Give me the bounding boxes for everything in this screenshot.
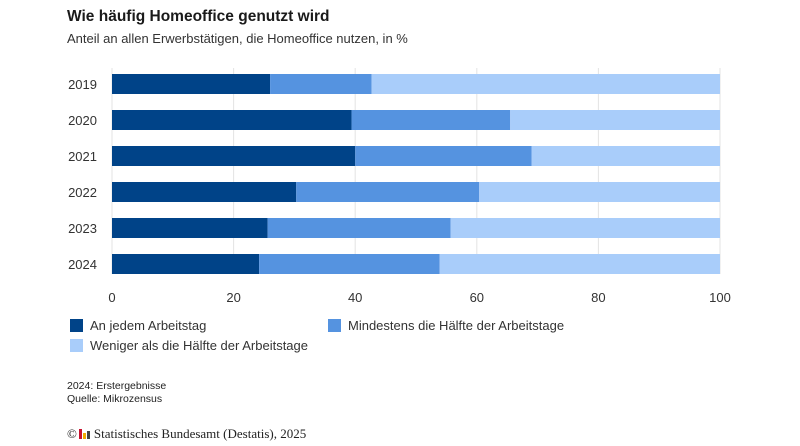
bar-segment-2019-3: [371, 74, 720, 94]
footnote-preliminary: 2024: Erstergebnisse: [67, 380, 167, 392]
legend-item-every-day: An jedem Arbeitstag: [70, 318, 206, 333]
x-tick-label: 60: [470, 290, 484, 305]
x-tick-label: 0: [108, 290, 115, 305]
bar-segment-2023-2: [267, 218, 451, 238]
legend-swatch: [328, 319, 341, 332]
legend-label: Weniger als die Hälfte der Arbeitstage: [90, 338, 308, 353]
x-tick-label: 20: [226, 290, 240, 305]
bar-segment-2024-2: [259, 254, 440, 274]
bar-segment-2024-3: [439, 254, 720, 274]
legend-swatch: [70, 319, 83, 332]
bar-segment-2021-2: [355, 146, 532, 166]
bar-segment-2019-1: [112, 74, 271, 94]
legend-label: Mindestens die Hälfte der Arbeitstage: [348, 318, 565, 333]
destatis-logo-icon: [78, 429, 90, 439]
y-category-label: 2024: [68, 257, 97, 272]
bar-segment-2023-3: [450, 218, 720, 238]
copyright: © Statistisches Bundesamt (Destatis), 20…: [67, 426, 306, 442]
bar-segment-2020-3: [510, 110, 720, 130]
legend-item-half-days: Mindestens die Hälfte der Arbeitstage: [328, 318, 564, 333]
bar-segment-2022-2: [296, 182, 480, 202]
bars: [112, 74, 720, 274]
chart-subtitle: Anteil an allen Erwerbstätigen, die Home…: [67, 31, 408, 46]
footnote-source: Quelle: Mikrozensus: [67, 393, 163, 405]
copyright-symbol: ©: [67, 426, 77, 441]
bar-segment-2022-3: [479, 182, 720, 202]
bar-segment-2019-2: [270, 74, 372, 94]
chart-title: Wie häufig Homeoffice genutzt wird: [67, 8, 330, 25]
bar-segment-2024-1: [112, 254, 260, 274]
bar-segment-2020-1: [112, 110, 352, 130]
legend-label: An jedem Arbeitstag: [90, 318, 207, 333]
bar-segment-2022-1: [112, 182, 297, 202]
y-axis-labels: 2019 2020 2021 2022 2023 2024: [68, 77, 97, 272]
y-category-label: 2019: [68, 77, 97, 92]
legend-item-less-than-half: Weniger als die Hälfte der Arbeitstage: [70, 338, 308, 353]
legend-swatch: [70, 339, 83, 352]
bar-segment-2021-3: [531, 146, 720, 166]
y-category-label: 2023: [68, 221, 97, 236]
x-axis-ticks: 0 20 40 60 80 100: [108, 290, 730, 305]
y-category-label: 2021: [68, 149, 97, 164]
bar-segment-2023-1: [112, 218, 268, 238]
footnotes: 2024: Erstergebnisse Quelle: Mikrozensus: [67, 380, 166, 406]
bar-segment-2020-2: [351, 110, 511, 130]
bar-segment-2021-1: [112, 146, 356, 166]
stacked-bar-chart: 2019 2020 2021 2022 2023 2024 0 20 40 60 80 100: [68, 68, 731, 305]
x-tick-label: 80: [591, 290, 605, 305]
y-category-label: 2022: [68, 185, 97, 200]
x-tick-label: 100: [709, 290, 731, 305]
gridlines: [111, 68, 721, 274]
y-category-label: 2020: [68, 113, 97, 128]
x-tick-label: 40: [348, 290, 362, 305]
copyright-text: Statistisches Bundesamt (Destatis), 2025: [93, 426, 307, 441]
